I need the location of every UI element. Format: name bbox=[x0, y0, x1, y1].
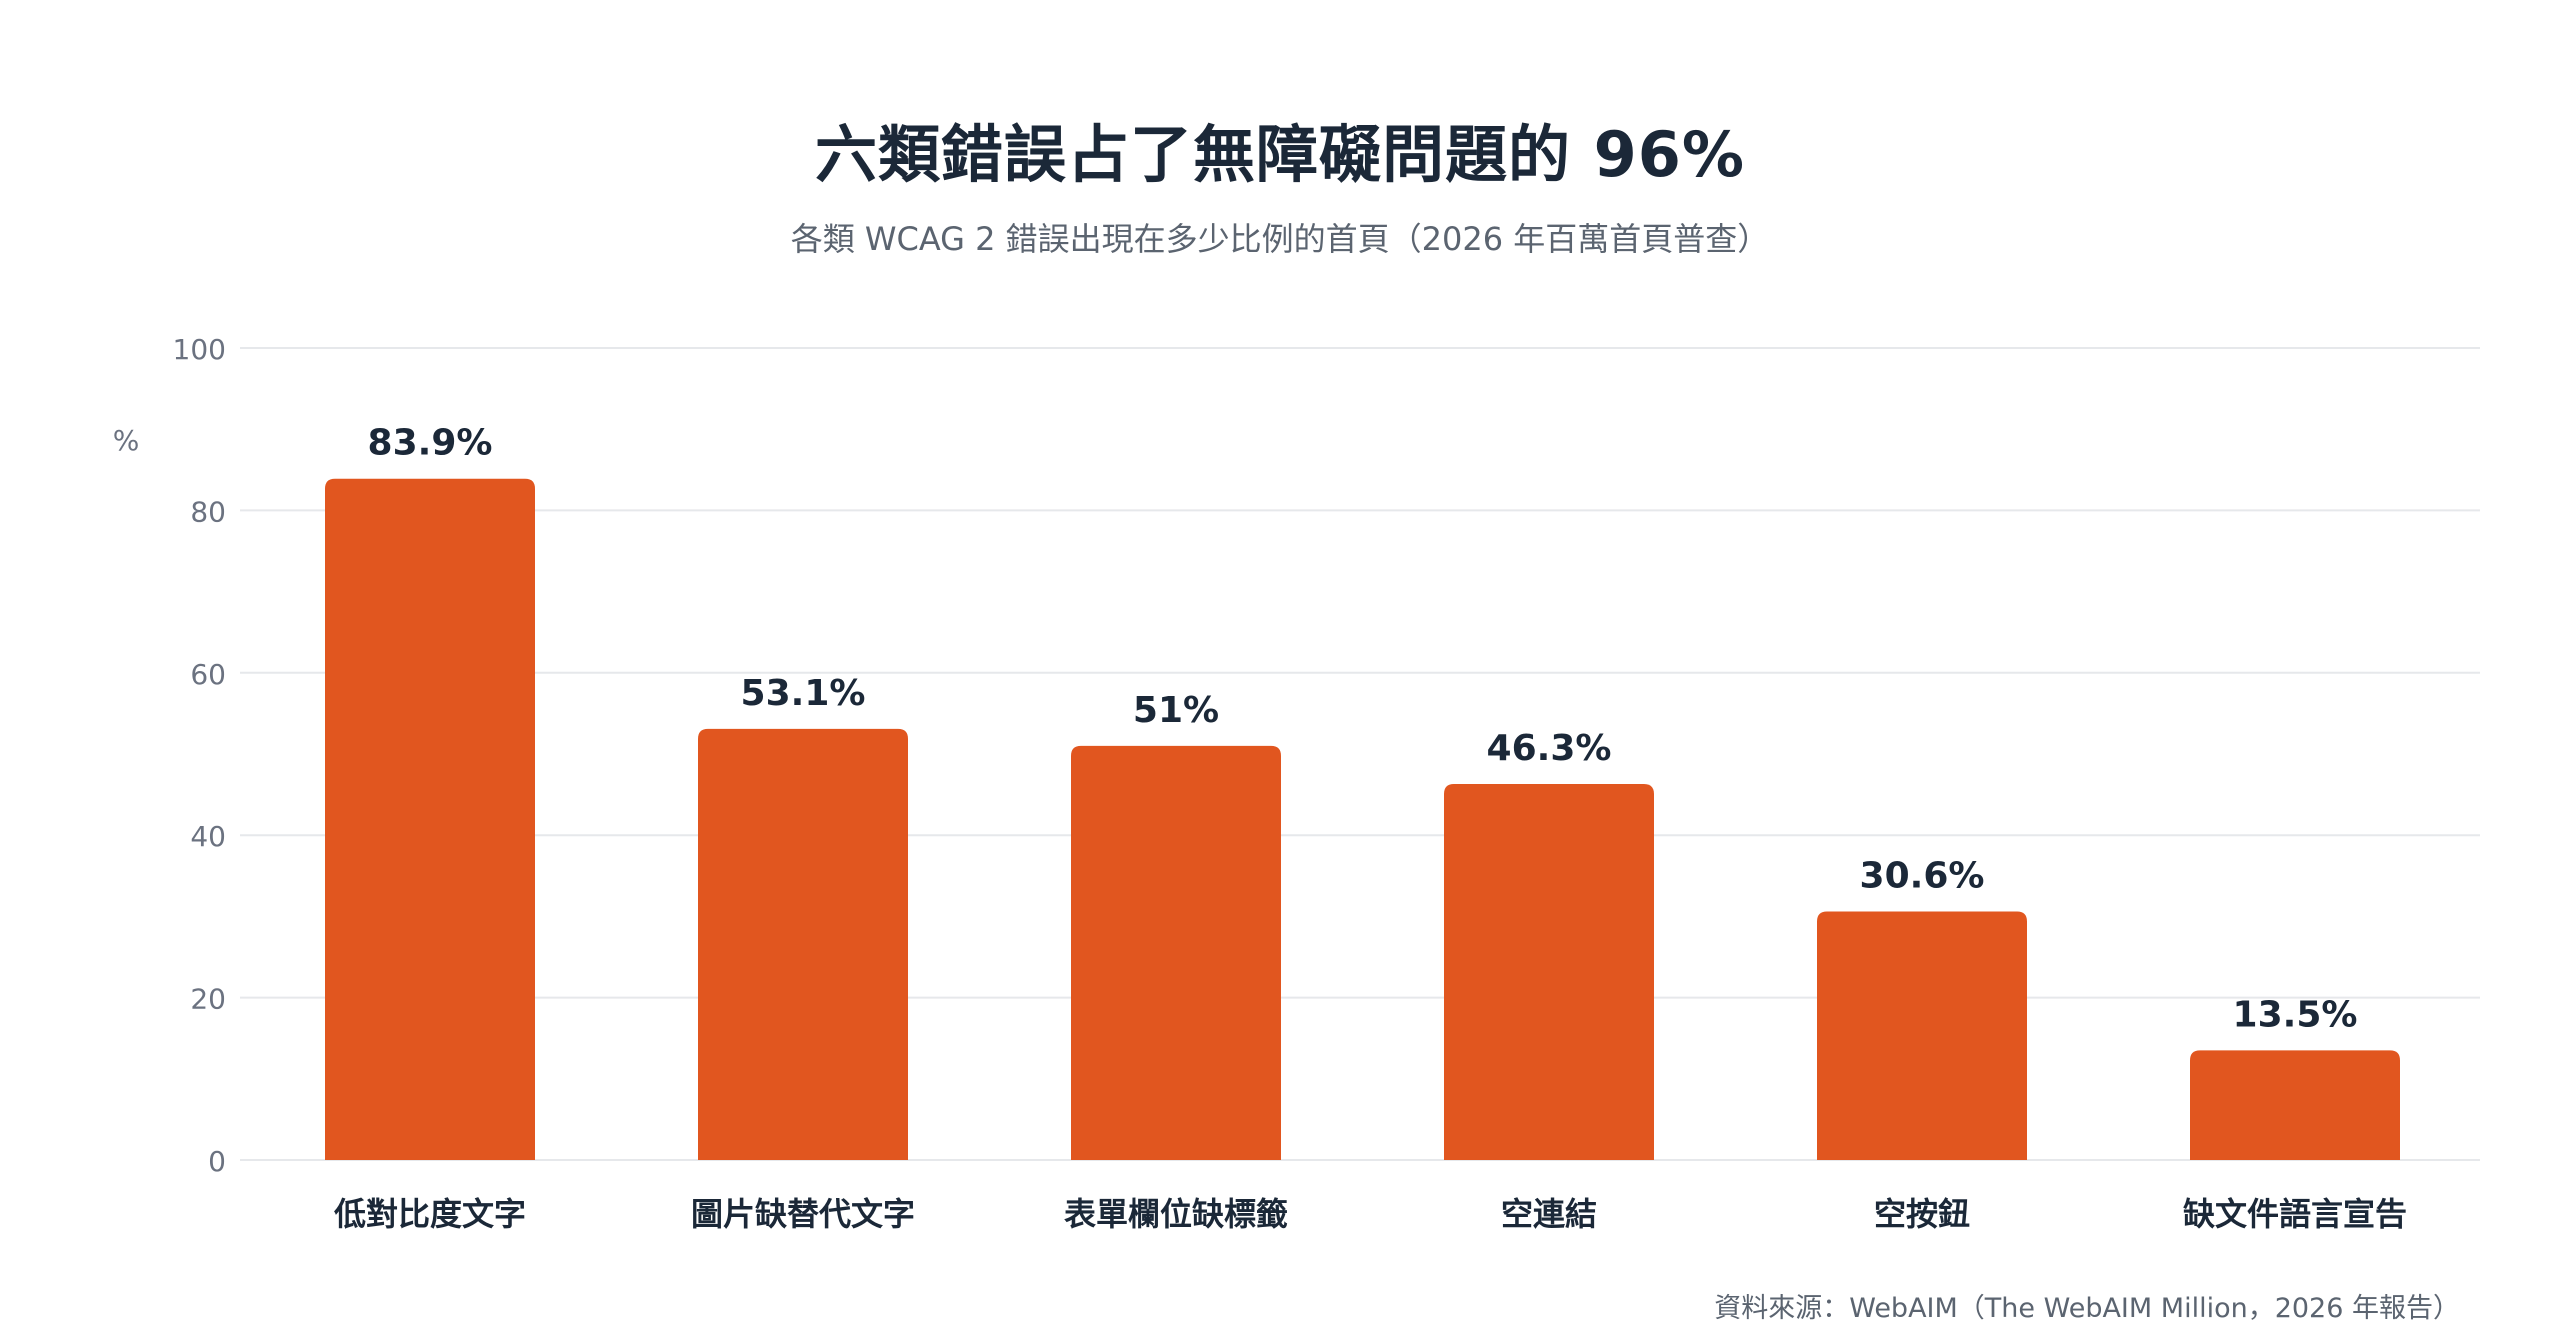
value-label: 53.1% bbox=[741, 673, 866, 714]
value-label: 30.6% bbox=[1860, 856, 1985, 897]
x-axis-labels: 低對比度文字 圖片缺替代文字 表單欄位缺標籤 空連結 空按鈕 缺文件語言宣告 bbox=[334, 1195, 2407, 1233]
y-tick-label: 60 bbox=[190, 658, 226, 691]
y-tick-label: 80 bbox=[190, 495, 226, 528]
bar bbox=[1444, 784, 1654, 1160]
y-tick-label: 20 bbox=[190, 983, 226, 1016]
y-tick-label: 0 bbox=[208, 1145, 226, 1178]
bar bbox=[325, 478, 535, 1160]
x-tick-label: 缺文件語言宣告 bbox=[2183, 1195, 2407, 1233]
x-tick-label: 表單欄位缺標籤 bbox=[1064, 1195, 1288, 1233]
source-note: 資料來源：WebAIM（The WebAIM Million，2026 年報告） bbox=[1714, 1293, 2460, 1324]
bar bbox=[698, 728, 908, 1160]
bar bbox=[1071, 745, 1281, 1160]
x-tick-label: 低對比度文字 bbox=[334, 1195, 526, 1233]
chart-subtitle: 各類 WCAG 2 錯誤出現在多少比例的首頁（2026 年百萬首頁普查） bbox=[790, 220, 1770, 258]
x-tick-label: 空按鈕 bbox=[1874, 1195, 1970, 1233]
value-labels: 83.9% 53.1% 51% 46.3% 30.6% 13.5% bbox=[368, 423, 2358, 1036]
chart-title: 六類錯誤占了無障礙問題的 96% bbox=[815, 118, 1745, 191]
x-tick-label: 圖片缺替代文字 bbox=[691, 1195, 915, 1233]
y-axis-label: % bbox=[113, 424, 140, 457]
bar bbox=[1817, 911, 2027, 1160]
grid-lines bbox=[240, 347, 2480, 1161]
bar bbox=[2190, 1050, 2400, 1160]
value-label: 83.9% bbox=[368, 423, 493, 464]
value-label: 51% bbox=[1133, 690, 1219, 731]
value-label: 13.5% bbox=[2233, 994, 2358, 1035]
y-tick-label: 100 bbox=[173, 333, 226, 366]
value-label: 46.3% bbox=[1487, 728, 1612, 769]
x-tick-label: 空連結 bbox=[1501, 1195, 1597, 1233]
y-tick-label: 40 bbox=[190, 820, 226, 853]
bars bbox=[325, 478, 2400, 1160]
y-axis-ticks: 0 20 40 60 80 100 bbox=[173, 333, 226, 1178]
